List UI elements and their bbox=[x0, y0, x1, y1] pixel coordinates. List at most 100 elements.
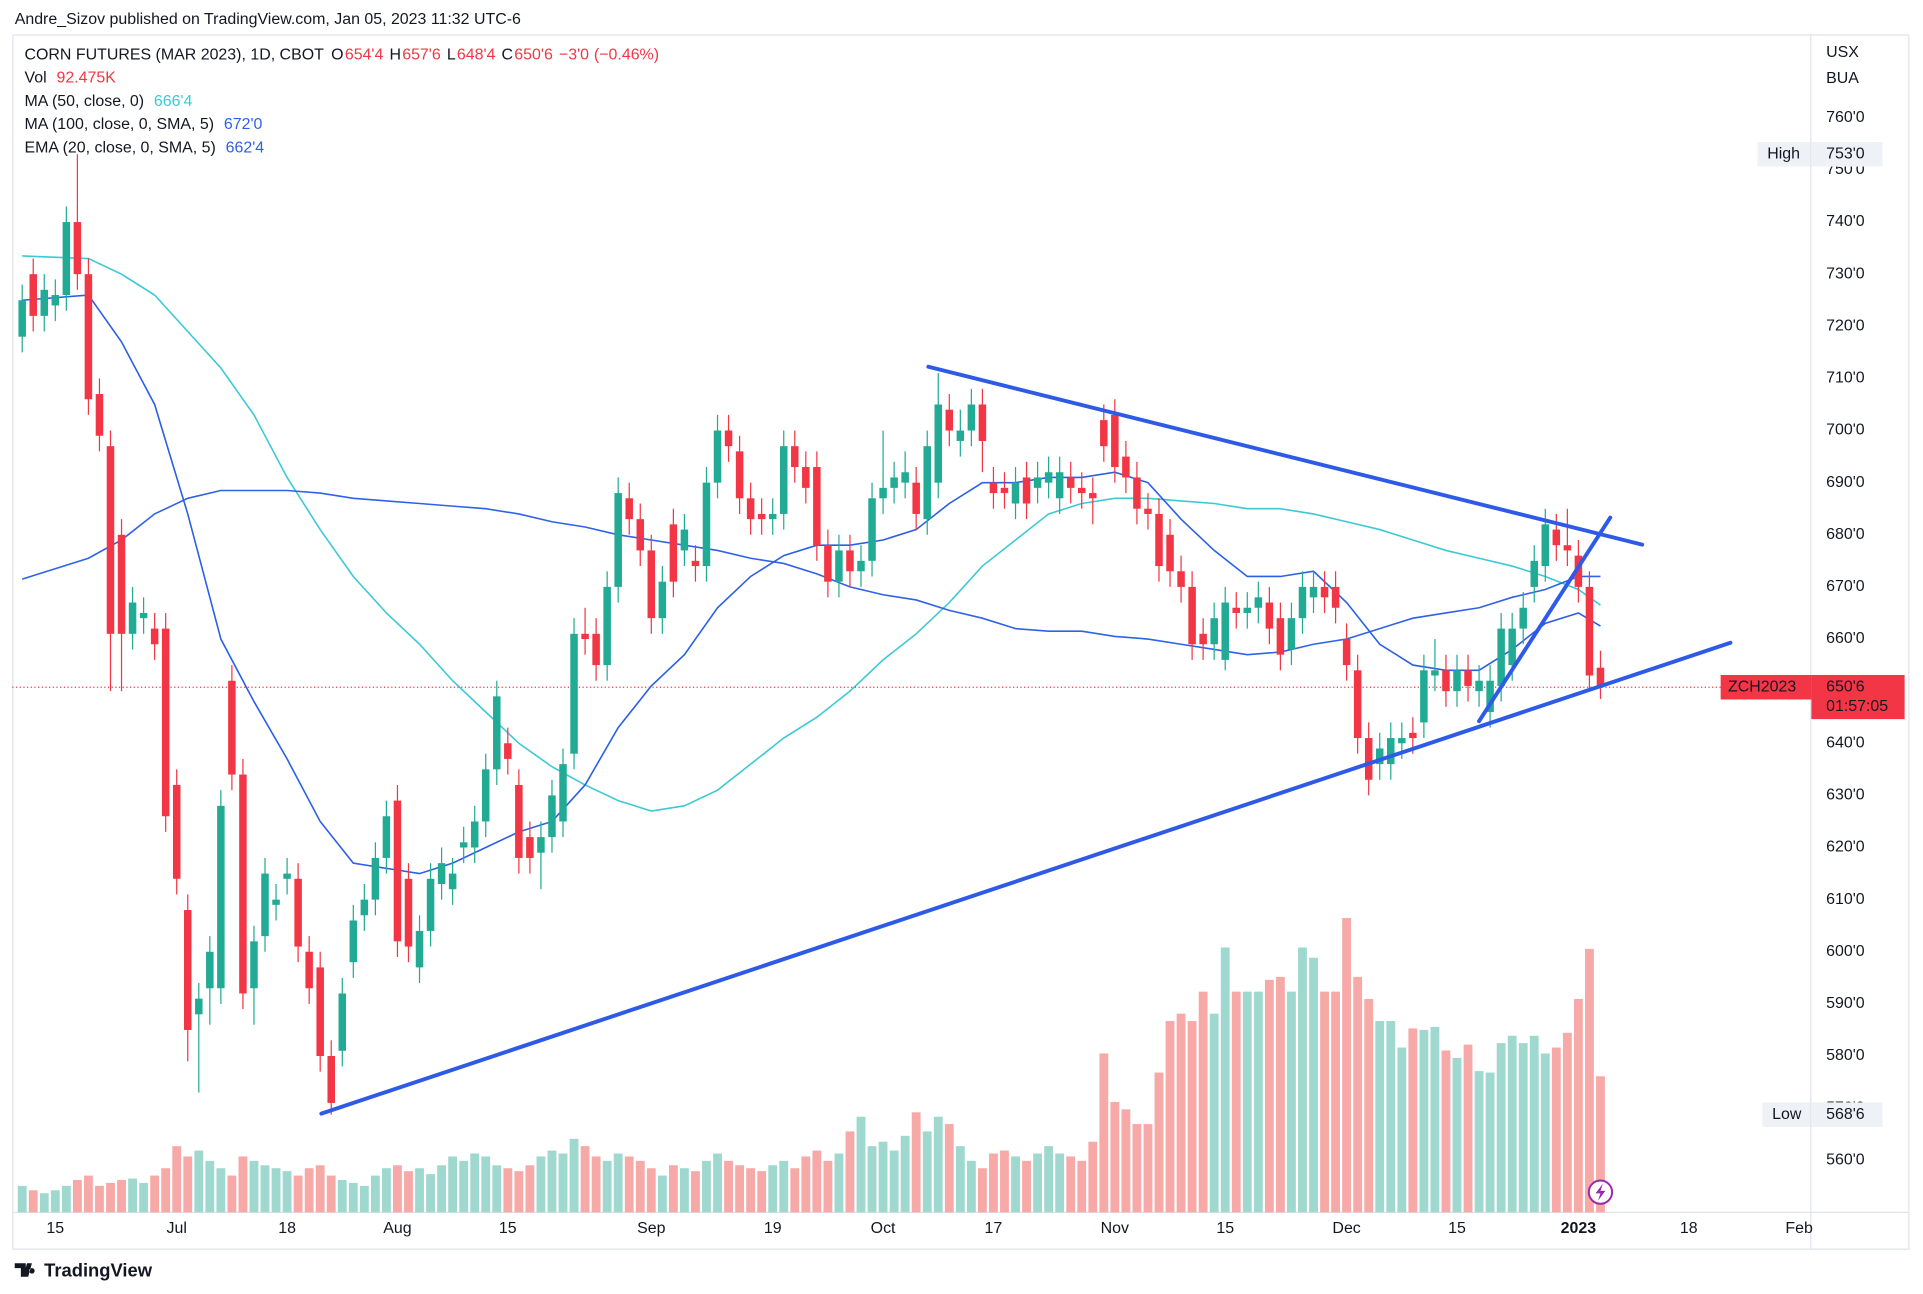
candle-body bbox=[1331, 586, 1340, 608]
candle-body bbox=[1089, 493, 1097, 499]
candle-body bbox=[1254, 597, 1263, 608]
volume-bar bbox=[812, 1150, 822, 1213]
volume-bar bbox=[646, 1168, 656, 1213]
candle-body bbox=[272, 899, 280, 905]
volume-bar bbox=[381, 1168, 391, 1213]
symbol-name: CORN FUTURES (MAR 2023), 1D, CBOT bbox=[25, 46, 325, 63]
volume-layer bbox=[17, 918, 1605, 1213]
candle-body bbox=[84, 274, 93, 400]
volume-bar bbox=[293, 1175, 303, 1213]
volume-bar bbox=[1253, 991, 1263, 1213]
volume-bar bbox=[470, 1153, 480, 1213]
volume-bar bbox=[580, 1146, 590, 1213]
volume-bar bbox=[282, 1171, 292, 1213]
candle-body bbox=[1574, 555, 1583, 587]
legend-line: MA (100, close, 0, SMA, 5) 672'0 bbox=[25, 116, 263, 133]
volume-bar bbox=[1044, 1146, 1054, 1213]
ohlc-value: 648'4 bbox=[457, 46, 496, 63]
volume-bar bbox=[989, 1153, 998, 1213]
candle-body bbox=[393, 800, 402, 942]
y-tick-label: 710'0 bbox=[1826, 370, 1865, 387]
volume-bar bbox=[1275, 976, 1285, 1213]
volume-bar bbox=[404, 1171, 413, 1213]
candle-body bbox=[1464, 670, 1472, 686]
volume-bar bbox=[1331, 991, 1340, 1213]
candle-body bbox=[481, 769, 490, 822]
marker-value-box bbox=[1811, 1102, 1883, 1127]
volume-bar bbox=[1011, 1156, 1020, 1213]
volume-bar bbox=[61, 1185, 71, 1213]
volume-bar bbox=[503, 1168, 513, 1213]
candle-body bbox=[448, 873, 457, 890]
icon-bolt[interactable] bbox=[1595, 1183, 1606, 1201]
publisher: Andre_Sizov published on TradingView.com… bbox=[15, 11, 521, 28]
volume-bar bbox=[878, 1141, 888, 1213]
candle-body bbox=[945, 409, 954, 431]
ohlc-value: 654'4 bbox=[345, 46, 384, 63]
candle-body bbox=[316, 967, 324, 1057]
volume-bar bbox=[304, 1168, 314, 1213]
candle-body bbox=[1453, 670, 1461, 692]
indicator-name: EMA (20, close, 0, SMA, 5) bbox=[25, 140, 216, 157]
candle-body bbox=[1387, 738, 1395, 765]
candle-body bbox=[426, 878, 435, 931]
candle-body bbox=[603, 586, 611, 666]
volume-bar bbox=[1441, 1050, 1451, 1213]
volume-bar bbox=[426, 1174, 435, 1213]
volume-bar bbox=[1143, 1124, 1153, 1213]
legend-line: CORN FUTURES (MAR 2023), 1D, CBOT O654'4 H… bbox=[25, 46, 660, 63]
indicator-layer bbox=[12, 255, 1811, 875]
volume-bar bbox=[1220, 947, 1230, 1213]
volume-bar bbox=[668, 1165, 678, 1213]
candle-body bbox=[217, 805, 225, 989]
unit-label: BUA bbox=[1826, 70, 1859, 87]
volume-bar bbox=[1485, 1072, 1495, 1213]
candle-body bbox=[879, 487, 887, 499]
volume-bar bbox=[1298, 947, 1307, 1213]
volume-bar bbox=[889, 1150, 899, 1213]
candle-body bbox=[1011, 482, 1020, 504]
candle-layer bbox=[18, 154, 1605, 1115]
indicator-line bbox=[22, 255, 1601, 812]
candle-body bbox=[537, 837, 545, 853]
x-tick-label: 2023 bbox=[1561, 1220, 1597, 1237]
candle-body bbox=[1552, 529, 1561, 546]
volume-bar bbox=[1529, 1035, 1539, 1213]
volume-bar bbox=[911, 1112, 921, 1213]
replay-icon[interactable] bbox=[1587, 1179, 1614, 1205]
volume-value: 92.475K bbox=[56, 70, 116, 87]
y-tick-label: 680'0 bbox=[1826, 526, 1865, 543]
candle-body bbox=[691, 560, 700, 567]
price-countdown: 01:57:05 bbox=[1826, 698, 1888, 715]
candle-body bbox=[724, 430, 733, 447]
volume-bar bbox=[183, 1156, 193, 1213]
candle-body bbox=[128, 602, 137, 634]
y-tick-label: 730'0 bbox=[1826, 265, 1865, 282]
candle-body bbox=[1232, 607, 1241, 613]
volume-bar bbox=[238, 1156, 248, 1213]
volume-bar bbox=[1430, 1026, 1440, 1213]
x-tick-label: 18 bbox=[1680, 1220, 1698, 1237]
candle-body bbox=[658, 581, 667, 619]
volume-bar bbox=[1231, 991, 1241, 1213]
candle-body bbox=[625, 498, 633, 520]
x-tick-label: Feb bbox=[1785, 1220, 1813, 1237]
marker-name: Low bbox=[1772, 1106, 1802, 1123]
x-tick-label: 15 bbox=[46, 1220, 64, 1237]
candle-body bbox=[680, 529, 689, 551]
candle-body bbox=[161, 628, 170, 817]
volume-bar bbox=[84, 1175, 93, 1213]
legend: CORN FUTURES (MAR 2023), 1D, CBOT O654'4 H… bbox=[25, 46, 660, 156]
candle-body bbox=[40, 289, 49, 316]
candle-body bbox=[1475, 680, 1483, 692]
volume-bar bbox=[1585, 948, 1594, 1213]
candle-body bbox=[459, 842, 468, 848]
candle-body bbox=[1155, 513, 1163, 567]
volume-bar bbox=[448, 1156, 458, 1213]
volume-bar bbox=[17, 1185, 27, 1213]
change-percent: (−0.46%) bbox=[594, 46, 659, 63]
ohlc-key: C bbox=[502, 46, 514, 63]
trend-line bbox=[319, 640, 1733, 1116]
